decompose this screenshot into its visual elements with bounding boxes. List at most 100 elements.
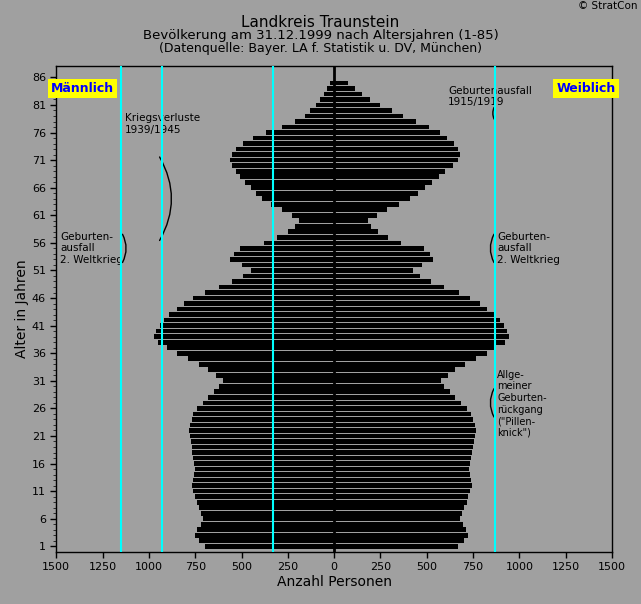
Bar	[213, 390, 334, 394]
Bar	[334, 92, 362, 96]
Text: Weiblich: Weiblich	[556, 82, 616, 95]
Bar	[194, 489, 334, 493]
Bar	[292, 213, 334, 217]
Bar	[334, 373, 448, 378]
Bar	[334, 246, 424, 251]
Bar	[334, 544, 458, 548]
Bar	[334, 191, 417, 196]
Text: Kriegsverluste
1939/1945: Kriegsverluste 1939/1945	[125, 113, 200, 135]
Bar	[334, 345, 496, 350]
Bar	[334, 516, 460, 521]
X-axis label: Anzahl Personen: Anzahl Personen	[277, 575, 392, 589]
Bar	[324, 92, 334, 96]
Bar	[334, 219, 369, 223]
Bar	[334, 207, 387, 212]
Bar	[334, 196, 410, 201]
Bar	[203, 516, 334, 521]
Bar	[334, 400, 461, 405]
Text: Männlich: Männlich	[51, 82, 114, 95]
Bar	[154, 334, 334, 339]
Bar	[334, 103, 381, 108]
Bar	[188, 356, 334, 361]
Bar	[240, 175, 334, 179]
Bar	[334, 224, 371, 229]
Bar	[334, 312, 494, 317]
Bar	[208, 367, 334, 372]
Bar	[310, 108, 334, 113]
Bar	[264, 240, 334, 245]
Text: (Datenquelle: Bayer. LA f. Statistik u. DV, München): (Datenquelle: Bayer. LA f. Statistik u. …	[159, 42, 482, 56]
Bar	[334, 423, 475, 427]
Bar	[334, 439, 474, 444]
Bar	[334, 461, 470, 466]
Bar	[177, 307, 334, 312]
Text: © StratCon: © StratCon	[578, 1, 638, 11]
Bar	[199, 362, 334, 367]
Bar	[334, 323, 504, 328]
Bar	[299, 219, 334, 223]
Bar	[334, 147, 458, 152]
Bar	[334, 522, 463, 527]
Bar	[334, 511, 462, 516]
Bar	[334, 263, 422, 268]
Bar	[334, 411, 471, 416]
Bar	[236, 169, 334, 173]
Bar	[230, 257, 334, 262]
Bar	[234, 251, 334, 256]
Bar	[201, 522, 334, 527]
Bar	[334, 478, 471, 483]
Bar	[197, 500, 334, 504]
Bar	[169, 312, 334, 317]
Bar	[230, 158, 334, 162]
Bar	[296, 119, 334, 124]
Bar	[334, 329, 507, 333]
Bar	[204, 544, 334, 548]
Bar	[334, 307, 487, 312]
Bar	[334, 367, 456, 372]
Bar	[334, 185, 425, 190]
Bar	[334, 240, 401, 245]
Bar	[167, 345, 334, 350]
Bar	[244, 141, 334, 146]
Bar	[160, 323, 334, 328]
Bar	[232, 152, 334, 157]
Bar	[242, 263, 334, 268]
Bar	[190, 434, 334, 439]
Bar	[277, 235, 334, 240]
Bar	[204, 290, 334, 295]
Bar	[232, 163, 334, 168]
Bar	[334, 235, 388, 240]
Bar	[334, 362, 465, 367]
Bar	[196, 467, 334, 471]
Bar	[265, 130, 334, 135]
Bar	[192, 417, 334, 422]
Bar	[219, 284, 334, 289]
Bar	[334, 450, 472, 455]
Bar	[190, 439, 334, 444]
Bar	[334, 158, 458, 162]
Text: Bevölkerung am 31.12.1999 nach Altersjahren (1-85): Bevölkerung am 31.12.1999 nach Altersjah…	[143, 29, 498, 42]
Bar	[334, 230, 378, 234]
Bar	[329, 80, 334, 85]
Bar	[251, 268, 334, 273]
Bar	[334, 406, 467, 411]
Bar	[334, 108, 392, 113]
Bar	[334, 141, 454, 146]
Bar	[196, 494, 334, 499]
Bar	[197, 527, 334, 532]
Bar	[334, 472, 470, 477]
Bar	[334, 467, 469, 471]
Bar	[334, 119, 415, 124]
Bar	[334, 500, 467, 504]
Bar	[334, 274, 420, 278]
Bar	[334, 152, 460, 157]
Bar	[190, 423, 334, 427]
Bar	[188, 428, 334, 433]
Bar	[177, 351, 334, 356]
Bar	[334, 80, 348, 85]
Bar	[334, 257, 433, 262]
Bar	[334, 390, 450, 394]
Bar	[334, 202, 399, 207]
Bar	[320, 97, 334, 102]
Bar	[334, 489, 470, 493]
